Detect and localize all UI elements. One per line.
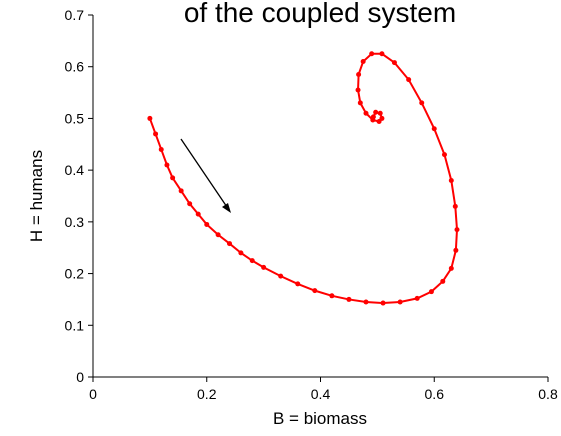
- point: [440, 278, 446, 284]
- point: [360, 59, 366, 65]
- y-tick-label: 0.3: [65, 214, 85, 230]
- y-tick-label: 0.5: [65, 110, 85, 126]
- y-axis-label: H = humans: [27, 150, 46, 242]
- point: [377, 110, 383, 116]
- point: [153, 131, 159, 137]
- y-tick-label: 0.1: [65, 317, 85, 333]
- point: [195, 211, 201, 217]
- point: [406, 77, 412, 83]
- point: [170, 175, 176, 181]
- point: [178, 188, 184, 194]
- point: [204, 221, 210, 227]
- y-tick-label: 0.6: [65, 59, 85, 75]
- point: [363, 299, 369, 305]
- point: [238, 250, 244, 256]
- x-tick-label: 0.8: [538, 386, 558, 402]
- y-tick-label: 0.7: [65, 7, 85, 23]
- x-tick-label: 0: [89, 386, 97, 402]
- point: [454, 227, 460, 233]
- point: [379, 51, 385, 57]
- point: [363, 110, 369, 116]
- x-tick-label: 0.4: [311, 386, 331, 402]
- point: [261, 264, 267, 270]
- arrow-shaft: [180, 138, 230, 211]
- point: [373, 109, 379, 115]
- point: [431, 126, 437, 132]
- arrow-head: [222, 203, 231, 213]
- point: [380, 300, 386, 306]
- point: [357, 100, 363, 106]
- point: [448, 265, 454, 271]
- point: [147, 115, 153, 121]
- x-tick-label: 0.2: [197, 386, 217, 402]
- point: [295, 281, 301, 287]
- point: [227, 241, 232, 247]
- point: [453, 247, 459, 253]
- point: [379, 115, 385, 121]
- y-tick-label: 0.4: [65, 162, 85, 178]
- x-axis-label: B = biomass: [273, 409, 367, 428]
- trajectory-line: [148, 52, 459, 305]
- y-tick-label: 0: [76, 369, 84, 385]
- point: [329, 293, 335, 299]
- point: [397, 299, 403, 305]
- point: [441, 152, 447, 158]
- x-tick-label: 0.6: [425, 386, 445, 402]
- point: [448, 177, 454, 183]
- point: [278, 273, 284, 279]
- point: [414, 295, 420, 301]
- chart-title: of the coupled system: [184, 0, 456, 28]
- point: [187, 201, 193, 207]
- point: [391, 60, 397, 66]
- point: [346, 296, 352, 302]
- point: [452, 203, 458, 209]
- y-tick-label: 0.2: [65, 266, 85, 282]
- point: [419, 100, 425, 106]
- point: [356, 71, 362, 77]
- point: [215, 232, 221, 238]
- point: [312, 288, 318, 294]
- point: [369, 51, 375, 57]
- point: [370, 114, 376, 120]
- point: [428, 289, 434, 295]
- point: [355, 87, 361, 93]
- point: [158, 146, 164, 152]
- point: [164, 162, 170, 168]
- point: [249, 258, 255, 264]
